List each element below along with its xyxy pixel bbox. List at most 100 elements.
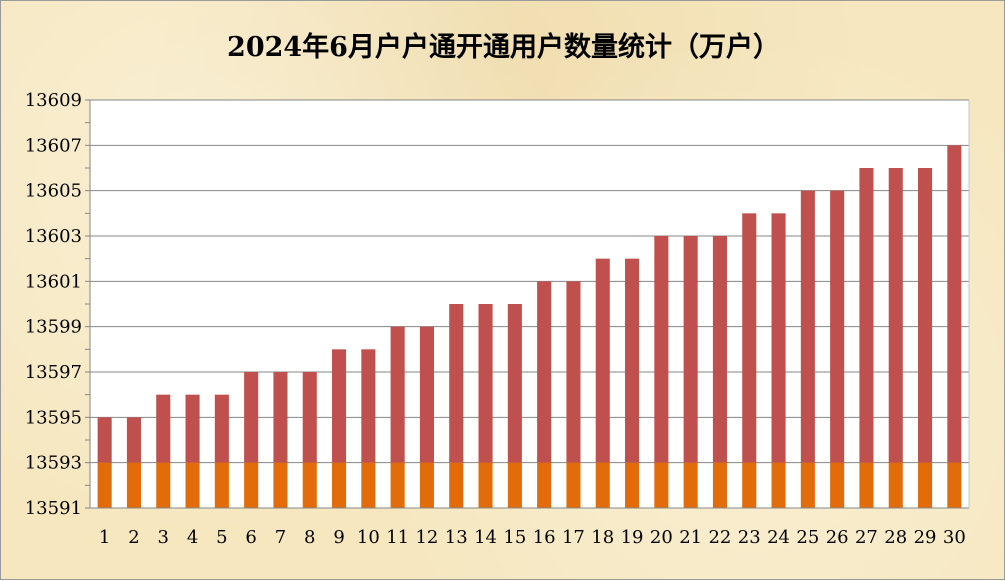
bar-27 xyxy=(859,168,874,463)
bar-base-7 xyxy=(273,462,288,508)
bar-base-22 xyxy=(712,462,727,508)
x-tick-label: 23 xyxy=(738,527,761,548)
chart-title: 2024年6月户户通开通用户数量统计（万户） xyxy=(227,32,780,63)
bar-29 xyxy=(918,168,933,463)
x-tick-label: 13 xyxy=(445,527,468,548)
x-tick-label: 16 xyxy=(533,527,556,548)
bar-base-9 xyxy=(332,462,347,508)
gridlines xyxy=(90,99,969,464)
bar-7 xyxy=(273,372,288,463)
bar-16 xyxy=(537,281,552,463)
bar-base-6 xyxy=(244,462,259,508)
x-tick-label: 4 xyxy=(187,527,198,548)
bar-2 xyxy=(126,417,141,463)
x-tick-labels: 1 2 3 4 5 6 7 8 9 10 11 12 13 14 15 16 17 18 19 20 21 22 23 24 2… xyxy=(99,527,966,548)
bar-25 xyxy=(800,190,815,463)
bar-base-17 xyxy=(566,462,581,508)
bar-4 xyxy=(185,394,200,463)
bar-14 xyxy=(478,304,493,463)
x-tick-label: 22 xyxy=(708,527,731,548)
bar-base-10 xyxy=(361,462,376,508)
y-tick-label: 13601 xyxy=(25,271,82,292)
x-tick-label: 12 xyxy=(415,527,438,548)
x-tick-label: 14 xyxy=(474,527,497,548)
bar-base-20 xyxy=(654,462,669,508)
x-tick-label: 20 xyxy=(650,527,673,548)
bar-base-14 xyxy=(478,462,493,508)
bar-base-11 xyxy=(390,462,405,508)
bar-24 xyxy=(771,213,786,463)
x-tick-label: 3 xyxy=(158,527,169,548)
bar-26 xyxy=(830,190,845,463)
bar-base-13 xyxy=(449,462,464,508)
bar-base-18 xyxy=(595,462,610,508)
bar-17 xyxy=(566,281,581,463)
bar-18 xyxy=(595,258,610,463)
bar-10 xyxy=(361,349,376,463)
x-tick-label: 28 xyxy=(884,527,907,548)
bar-15 xyxy=(507,304,522,463)
bar-base-19 xyxy=(625,462,640,508)
x-tick-label: 29 xyxy=(914,527,937,548)
bar-base-27 xyxy=(859,462,874,508)
y-tick-label: 13603 xyxy=(25,226,82,247)
bar-base-25 xyxy=(800,462,815,508)
bars xyxy=(97,145,962,508)
bar-base-4 xyxy=(185,462,200,508)
y-tick-label: 13595 xyxy=(25,407,82,428)
bar-base-30 xyxy=(947,462,962,508)
bar-base-15 xyxy=(507,462,522,508)
y-tick-labels: 13591 13593 13595 13597 13599 13601 13603 13605… xyxy=(25,90,82,519)
y-tick-label: 13597 xyxy=(25,362,82,383)
bar-23 xyxy=(742,213,757,463)
bar-base-8 xyxy=(302,462,317,508)
bar-base-21 xyxy=(683,462,698,508)
bar-8 xyxy=(302,372,317,463)
y-tick-label: 13605 xyxy=(25,181,82,202)
x-tick-label: 10 xyxy=(357,527,380,548)
plot-area xyxy=(90,100,969,508)
x-tick-label: 1 xyxy=(99,527,110,548)
bar-base-1 xyxy=(97,462,112,508)
x-tick-label: 15 xyxy=(503,527,526,548)
x-tick-label: 11 xyxy=(386,527,409,548)
bar-6 xyxy=(244,372,259,463)
bar-30 xyxy=(947,145,962,463)
bar-20 xyxy=(654,236,669,463)
bar-19 xyxy=(625,258,640,463)
x-tick-label: 17 xyxy=(562,527,585,548)
bar-21 xyxy=(683,236,698,463)
x-tick-label: 27 xyxy=(855,527,878,548)
bar-5 xyxy=(214,394,229,463)
x-tick-label: 18 xyxy=(591,527,614,548)
bar-base-2 xyxy=(126,462,141,508)
x-tick-label: 24 xyxy=(767,527,790,548)
bar-12 xyxy=(419,326,434,463)
bar-base-26 xyxy=(830,462,845,508)
x-tick-label: 21 xyxy=(679,527,702,548)
bar-base-12 xyxy=(419,462,434,508)
bar-base-28 xyxy=(888,462,903,508)
y-tick-label: 13591 xyxy=(25,498,82,519)
bar-13 xyxy=(449,304,464,463)
x-tick-label: 5 xyxy=(216,527,227,548)
bar-base-23 xyxy=(742,462,757,508)
x-tick-label: 26 xyxy=(826,527,849,548)
y-tick-label: 13607 xyxy=(25,135,82,156)
x-tick-label: 6 xyxy=(245,527,256,548)
x-tick-label: 8 xyxy=(304,527,315,548)
axes xyxy=(85,99,970,509)
x-tick-label: 30 xyxy=(943,527,966,548)
x-tick-label: 7 xyxy=(275,527,286,548)
bar-base-24 xyxy=(771,462,786,508)
y-tick-label: 13609 xyxy=(25,90,82,111)
x-tick-label: 2 xyxy=(128,527,139,548)
bar-11 xyxy=(390,326,405,463)
x-tick-label: 19 xyxy=(621,527,644,548)
bar-1 xyxy=(97,417,112,463)
x-tick-label: 25 xyxy=(796,527,819,548)
bar-base-5 xyxy=(214,462,229,508)
y-tick-label: 13593 xyxy=(25,453,82,474)
